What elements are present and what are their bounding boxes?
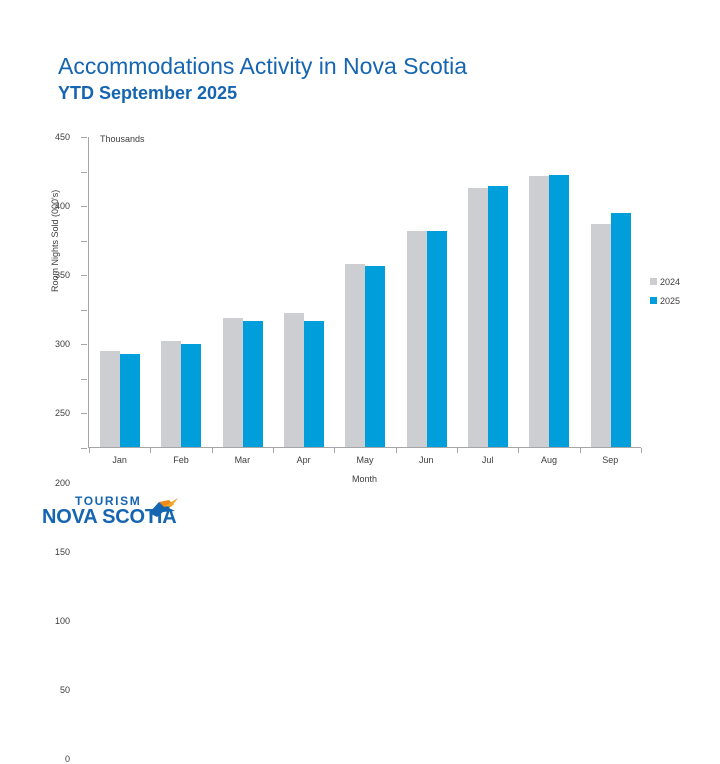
legend-swatch-icon bbox=[650, 278, 657, 285]
y-axis-tick: 350 bbox=[55, 206, 87, 280]
bar-2025-Jan[interactable] bbox=[120, 353, 140, 447]
legend-label: 2024 bbox=[660, 276, 681, 287]
x-axis-tick bbox=[272, 448, 274, 453]
x-axis-tick-label: Aug bbox=[540, 455, 557, 465]
x-axis-tick bbox=[640, 448, 642, 453]
x-axis-tick bbox=[395, 448, 397, 453]
y-axis-tick: 400 bbox=[55, 171, 87, 211]
legend-label: 2025 bbox=[660, 295, 681, 306]
y-axis-tick-label: 450 bbox=[54, 132, 70, 142]
bar-group: Sep bbox=[579, 137, 642, 465]
x-axis-tick-label: Feb bbox=[173, 455, 189, 465]
logo-line-nova-scotia: NOVA SCOTIA bbox=[42, 506, 177, 528]
bar-group: Mar bbox=[211, 137, 273, 465]
x-axis-tick-label: Sep bbox=[602, 455, 619, 465]
y-axis-tick-label: 300 bbox=[54, 339, 70, 350]
bar-2024-Mar[interactable] bbox=[222, 317, 243, 447]
x-axis-tick bbox=[456, 448, 458, 453]
x-axis-line bbox=[88, 447, 641, 448]
y-axis-tick-label: 350 bbox=[54, 270, 70, 281]
bar-2024-Aug[interactable] bbox=[529, 176, 550, 447]
bar-2024-Jul[interactable] bbox=[467, 187, 488, 447]
legend-item-2025[interactable]: 2025 bbox=[650, 291, 680, 310]
y-axis-tick: 50 bbox=[60, 413, 87, 695]
bar-group: Jul bbox=[456, 137, 518, 465]
bar-group: Aug bbox=[518, 137, 579, 465]
bar-2025-Apr[interactable] bbox=[303, 321, 324, 447]
y-axis-tick-label: 100 bbox=[54, 615, 70, 626]
bar-2024-Jun[interactable] bbox=[406, 230, 427, 447]
y-axis-tick: 200 bbox=[55, 309, 87, 488]
legend: 2024 2025 bbox=[650, 272, 680, 310]
x-axis-tick bbox=[579, 448, 581, 453]
x-axis-tick-label: Mar bbox=[234, 455, 251, 465]
x-axis-title: Month bbox=[351, 474, 377, 484]
bar-2025-Sep[interactable] bbox=[610, 212, 631, 447]
x-axis-tick-label: Apr bbox=[296, 455, 311, 465]
page-subtitle: YTD September 2025 bbox=[58, 83, 238, 103]
x-axis-tick bbox=[518, 448, 520, 453]
y-axis-tick: 450 bbox=[55, 132, 87, 142]
y-axis-line bbox=[88, 137, 89, 448]
page-title: Accommodations Activity in Nova Scotia bbox=[58, 53, 468, 79]
bar-group: Jun bbox=[395, 137, 457, 465]
bar-groups: Jan Feb Mar Apr May Jun Jul Aug Sep bbox=[89, 137, 642, 465]
bar-2024-May[interactable] bbox=[345, 263, 366, 447]
x-axis-tick-label: Jul bbox=[481, 455, 494, 465]
y-axis-tick-label: 400 bbox=[54, 201, 70, 212]
bar-2025-Aug[interactable] bbox=[549, 174, 570, 447]
y-axis-tick: 150 bbox=[55, 344, 87, 557]
y-axis-tick-label: 200 bbox=[54, 477, 70, 488]
bar-group: Apr bbox=[272, 137, 334, 465]
bar-2024-Apr[interactable] bbox=[283, 312, 304, 447]
x-axis-tick bbox=[150, 448, 152, 453]
legend-swatch-icon bbox=[650, 297, 657, 304]
x-axis-tick-label: Jan bbox=[112, 455, 127, 465]
bar-2025-May[interactable] bbox=[365, 265, 386, 447]
bar-2025-Mar[interactable] bbox=[242, 321, 263, 447]
x-axis-tick-label: May bbox=[356, 455, 374, 465]
bar-2025-Feb[interactable] bbox=[181, 344, 202, 447]
units-note: Thousands bbox=[100, 134, 145, 144]
title-block: Accommodations Activity in Nova Scotia Y… bbox=[58, 52, 467, 105]
bar-2024-Jan[interactable] bbox=[100, 350, 120, 447]
y-axis-tick-label: 0 bbox=[64, 754, 70, 764]
bar-group: Jan bbox=[89, 137, 150, 465]
plot-area: 0 50 100 150 200 250 300 350 400 450 Jan Feb Mar Apr… bbox=[55, 132, 642, 764]
x-axis-tick bbox=[334, 448, 336, 453]
legend-item-2024[interactable]: 2024 bbox=[650, 272, 680, 291]
bar-2024-Sep[interactable] bbox=[590, 223, 611, 447]
bar-2025-Jun[interactable] bbox=[426, 231, 447, 447]
bar-2024-Feb[interactable] bbox=[161, 340, 182, 447]
y-axis-tick: 100 bbox=[55, 378, 87, 626]
logo-line-tourism: TOURISM bbox=[75, 494, 142, 508]
bird-star-mark-icon bbox=[145, 496, 183, 520]
x-axis-tick-label: Jun bbox=[419, 455, 434, 465]
y-axis-tick: 250 bbox=[55, 275, 87, 418]
y-axis-tick: 300 bbox=[55, 240, 87, 349]
bar-group: May bbox=[334, 137, 395, 465]
y-axis-tick: 0 bbox=[65, 448, 87, 764]
tourism-nova-scotia-logo: TOURISM NOVA SCOTIA bbox=[42, 494, 192, 534]
y-axis-tick-label: 150 bbox=[54, 546, 70, 557]
bar-2025-Jul[interactable] bbox=[487, 185, 508, 447]
x-axis-tick bbox=[211, 448, 213, 453]
x-axis-tick bbox=[89, 448, 90, 453]
y-axis-tick-label: 250 bbox=[54, 408, 70, 419]
y-axis-tick-label: 50 bbox=[59, 684, 70, 695]
bar-group: Feb bbox=[150, 137, 211, 465]
